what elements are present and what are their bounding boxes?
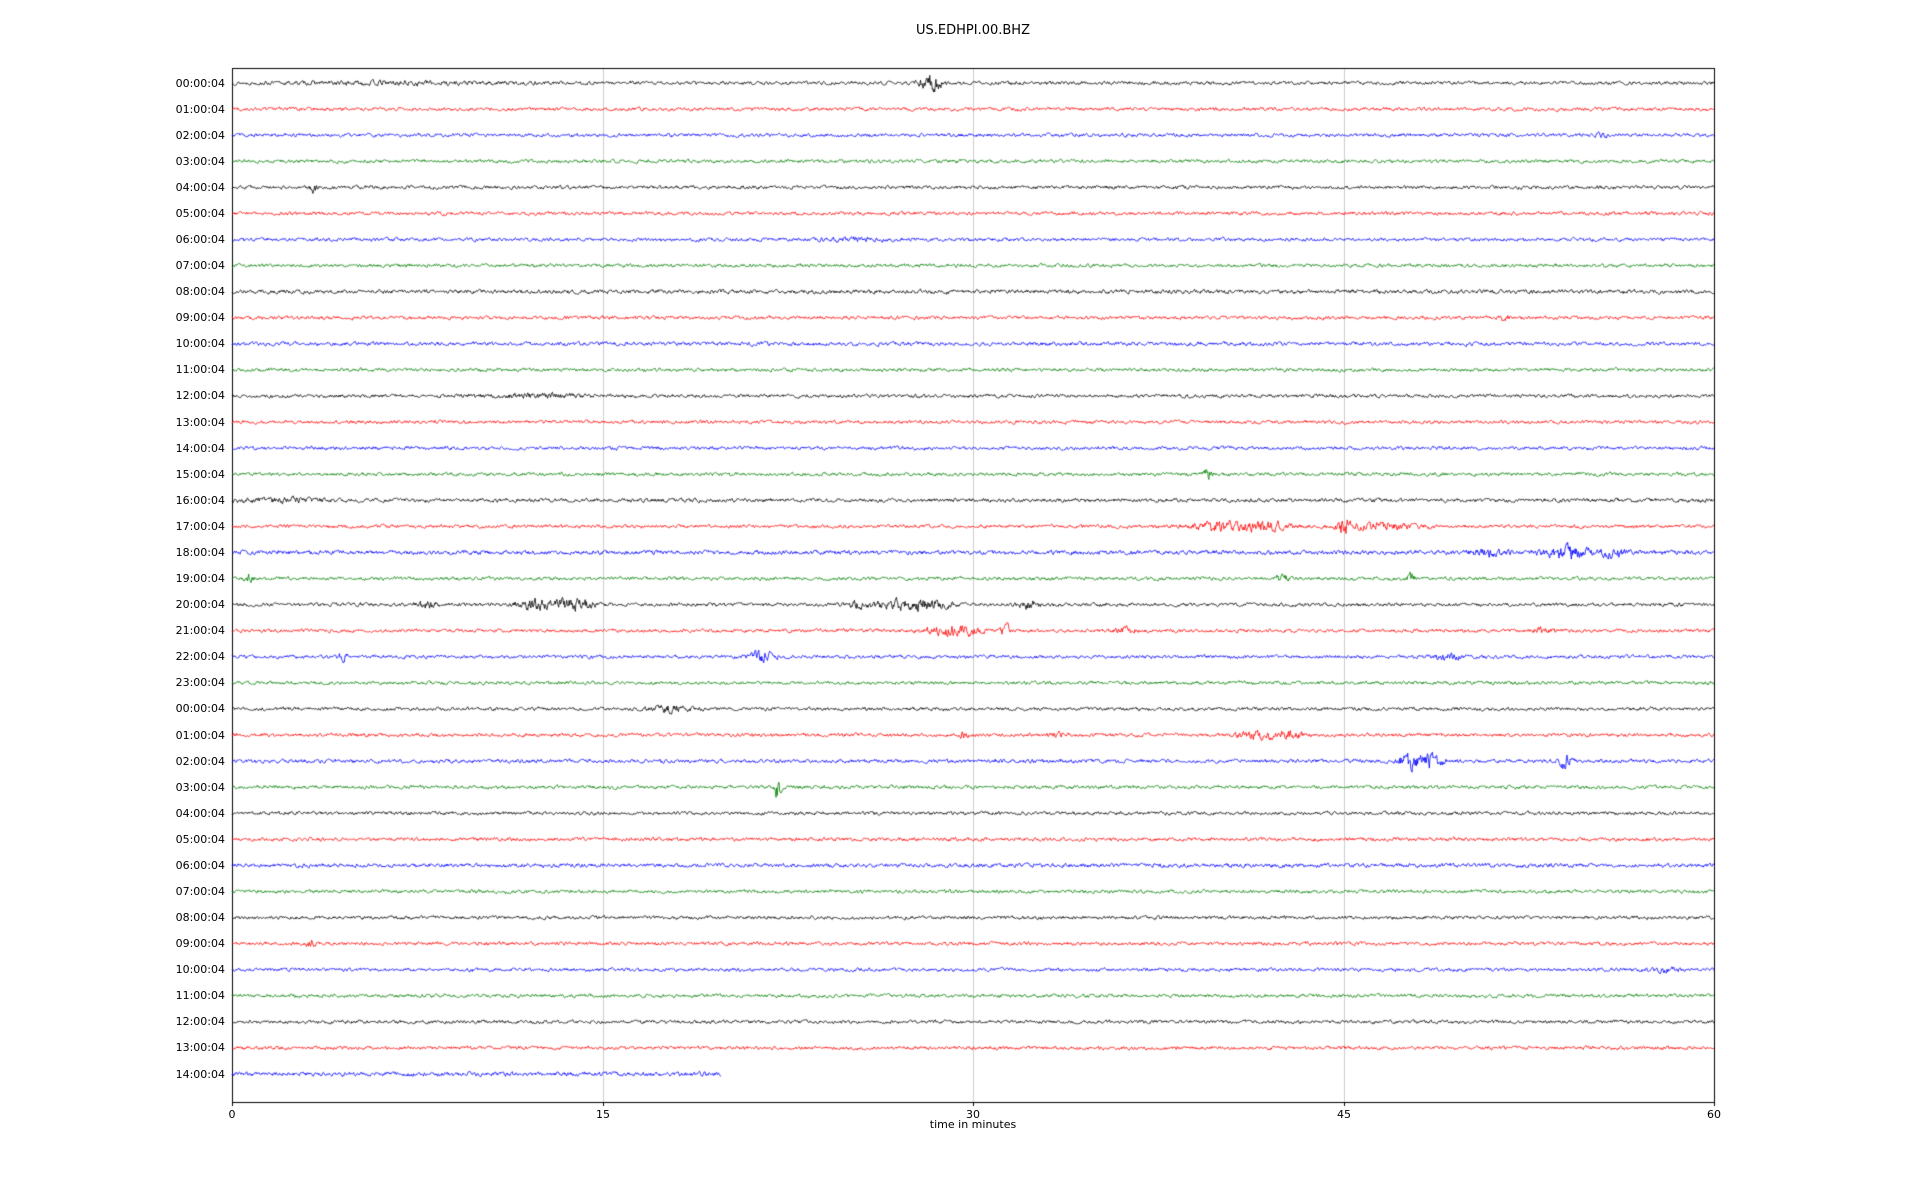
trace-time-label: 21:00:04: [175, 624, 225, 637]
trace-time-label: 08:00:04: [175, 285, 225, 298]
trace-time-label: 15:00:04: [175, 468, 225, 481]
trace-time-label: 14:00:04: [175, 1068, 225, 1081]
trace-time-label: 10:00:04: [175, 963, 225, 976]
trace-time-label: 11:00:04: [175, 363, 225, 376]
trace-time-label: 05:00:04: [175, 833, 225, 846]
trace-time-label: 19:00:04: [175, 572, 225, 585]
trace-time-label: 01:00:04: [175, 103, 225, 116]
trace-time-label: 16:00:04: [175, 494, 225, 507]
trace-time-label: 04:00:04: [175, 181, 225, 194]
x-tick-label: 60: [1707, 1108, 1721, 1121]
trace-time-label: 12:00:04: [175, 389, 225, 402]
trace-time-label: 18:00:04: [175, 546, 225, 559]
trace-time-label: 00:00:04: [175, 77, 225, 90]
x-tick-label: 30: [966, 1108, 980, 1121]
trace-time-label: 00:00:04: [175, 702, 225, 715]
trace-time-label: 17:00:04: [175, 520, 225, 533]
x-tick-label: 0: [228, 1108, 236, 1121]
trace-time-label: 06:00:04: [175, 859, 225, 872]
trace-time-label: 10:00:04: [175, 337, 225, 350]
x-tick-label: 45: [1337, 1108, 1351, 1121]
trace-time-label: 22:00:04: [175, 650, 225, 663]
trace-time-label: 03:00:04: [175, 155, 225, 168]
trace-time-label: 11:00:04: [175, 989, 225, 1002]
trace-time-label: 23:00:04: [175, 676, 225, 689]
trace-time-label: 08:00:04: [175, 911, 225, 924]
trace-time-label: 04:00:04: [175, 807, 225, 820]
trace-time-label: 06:00:04: [175, 233, 225, 246]
trace-time-label: 02:00:04: [175, 129, 225, 142]
trace-time-label: 03:00:04: [175, 781, 225, 794]
x-tick-label: 15: [596, 1108, 610, 1121]
trace-time-label: 13:00:04: [175, 1041, 225, 1054]
trace-time-label: 02:00:04: [175, 755, 225, 768]
trace-time-label: 14:00:04: [175, 442, 225, 455]
x-axis-label: time in minutes: [929, 1118, 1017, 1131]
trace-time-label: 07:00:04: [175, 259, 225, 272]
trace-time-label: 05:00:04: [175, 207, 225, 220]
trace-time-label: 07:00:04: [175, 885, 225, 898]
trace-time-label: 20:00:04: [175, 598, 225, 611]
trace-time-label: 12:00:04: [175, 1015, 225, 1028]
trace-time-label: 09:00:04: [175, 937, 225, 950]
trace-time-label: 13:00:04: [175, 416, 225, 429]
trace-time-label: 01:00:04: [175, 729, 225, 742]
trace-time-label: 09:00:04: [175, 311, 225, 324]
